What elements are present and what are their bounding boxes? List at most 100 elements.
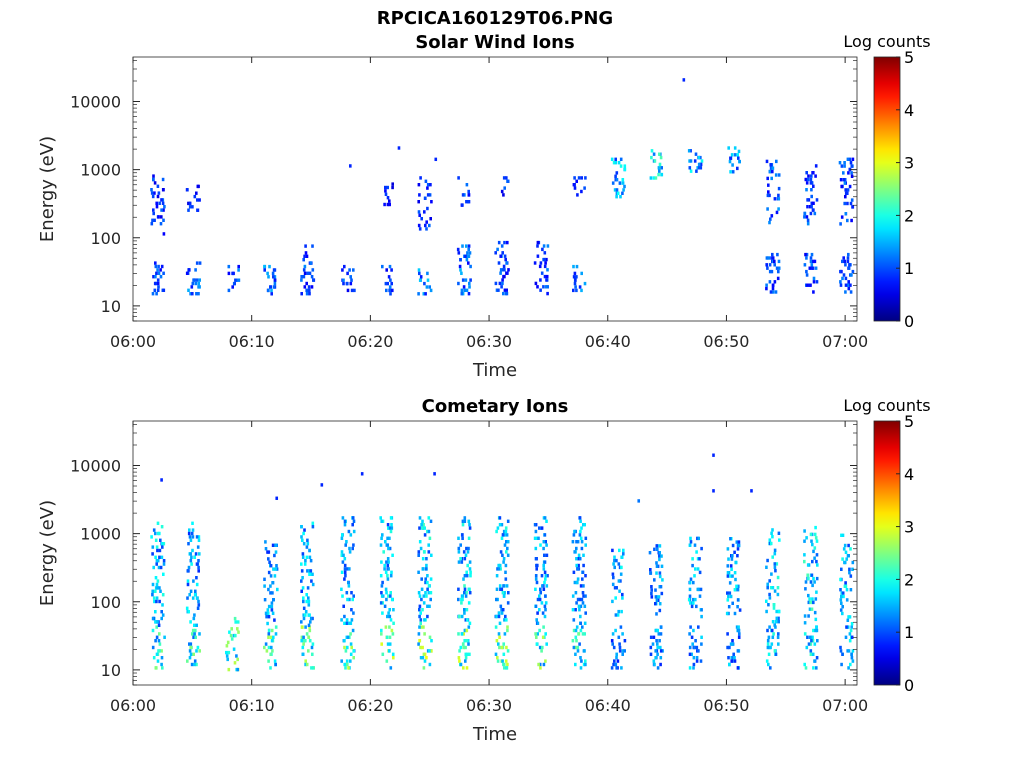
colorbar-tick-label: 4 [904, 465, 914, 484]
x-tick-label: 06:10 [229, 332, 275, 351]
data-cell [501, 553, 504, 557]
data-cell [777, 531, 781, 535]
data-cell [340, 553, 344, 557]
data-cell [580, 659, 583, 663]
data-cell [153, 288, 157, 292]
data-cell [574, 285, 577, 289]
data-cell [386, 536, 389, 540]
data-cell [347, 580, 350, 585]
data-cell [699, 659, 703, 663]
data-cell [506, 553, 510, 557]
data-cell [768, 169, 772, 174]
data-cell [464, 656, 468, 660]
data-cell [269, 564, 273, 568]
data-cell [774, 173, 778, 177]
data-cell [150, 535, 153, 539]
burst-4 [225, 616, 240, 672]
data-cell [846, 188, 850, 192]
data-cell [737, 543, 741, 548]
data-cell [659, 662, 662, 667]
data-cell [348, 597, 351, 602]
colorbar-label: Log counts [843, 32, 930, 51]
colorbar-scale [873, 420, 901, 686]
data-cell [546, 291, 549, 296]
data-cell [777, 197, 781, 201]
data-cell [383, 563, 386, 568]
data-cell [505, 618, 508, 622]
data-cell [840, 164, 844, 168]
data-cell [699, 162, 703, 167]
data-cell [186, 569, 190, 573]
data-cell [691, 563, 694, 568]
data-cell [620, 565, 623, 570]
data-cell [304, 662, 307, 667]
data-cell [419, 618, 423, 622]
data-cell [464, 659, 467, 663]
data-cell [162, 218, 165, 222]
data-cell [733, 611, 737, 616]
data-cell [300, 635, 304, 639]
data-cell [729, 594, 733, 599]
data-cell [158, 649, 161, 653]
data-cell [383, 567, 386, 571]
data-cell [467, 247, 470, 252]
data-cell [693, 574, 696, 578]
data-cell [771, 528, 774, 532]
burst-17 [494, 625, 510, 670]
data-cell [543, 264, 547, 269]
data-cell [506, 546, 509, 551]
data-cell [844, 195, 847, 199]
data-cell [809, 642, 813, 646]
data-cell [352, 656, 355, 660]
y-tick-label: 10 [101, 661, 121, 680]
data-cell [805, 181, 809, 185]
data-cell [419, 645, 422, 650]
data-cell [501, 251, 504, 255]
data-point [320, 483, 324, 487]
data-cell [191, 521, 194, 525]
data-cell [464, 594, 468, 598]
data-cell [847, 666, 850, 670]
data-cell [267, 615, 271, 619]
data-cell [426, 186, 429, 190]
data-cell [579, 529, 582, 534]
data-cell [343, 639, 346, 643]
data-cell [777, 207, 780, 211]
data-cell [690, 635, 694, 639]
data-cell [309, 616, 313, 621]
data-cell [692, 601, 695, 605]
data-cell [193, 555, 196, 559]
data-cell [271, 581, 274, 585]
data-cell [659, 585, 663, 589]
data-cell [842, 171, 845, 175]
data-cell [417, 292, 420, 296]
data-cell [773, 623, 776, 627]
data-cell [269, 574, 273, 578]
data-cell [429, 183, 432, 187]
x-axis-label: Time [472, 360, 517, 381]
data-cell [841, 533, 845, 537]
data-cell [420, 217, 423, 221]
data-cell [343, 563, 347, 568]
colorbar-scale [873, 56, 901, 322]
data-cell [386, 523, 390, 527]
data-cell [688, 645, 692, 650]
data-cell [309, 569, 313, 573]
data-cell [302, 542, 306, 546]
data-cell [497, 240, 501, 245]
data-cell [500, 536, 504, 540]
data-cell [730, 153, 734, 157]
data-cell [350, 608, 353, 612]
data-cell [352, 594, 355, 598]
data-cell [732, 652, 735, 656]
data-cell [419, 611, 422, 615]
data-cell [307, 649, 310, 653]
data-cell [846, 259, 850, 264]
data-cell [540, 271, 544, 275]
data-cell [380, 584, 384, 588]
data-cell [302, 599, 305, 604]
data-cell [613, 558, 616, 563]
data-cell [190, 285, 194, 289]
data-cell [424, 577, 427, 581]
data-cell [270, 292, 273, 296]
